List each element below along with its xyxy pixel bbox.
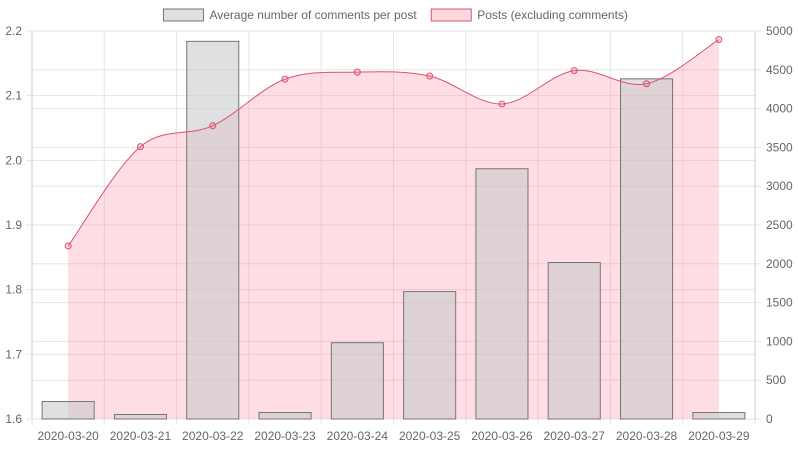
legend-label: Average number of comments per post	[209, 8, 417, 22]
bar-series	[41, 40, 746, 420]
data-point	[209, 122, 217, 130]
data-point	[426, 72, 434, 80]
y-right-tick-label: 500	[766, 373, 786, 387]
bar	[403, 291, 457, 420]
x-tick-label: 2020-03-29	[688, 429, 750, 443]
x-tick-label: 2020-03-20	[37, 429, 99, 443]
data-point	[498, 100, 506, 108]
bar	[475, 168, 529, 420]
bar	[330, 342, 384, 420]
x-tick-label: 2020-03-28	[616, 429, 678, 443]
legend-item[interactable]: Posts (excluding comments)	[430, 8, 628, 22]
y-right-tick-label: 2000	[766, 257, 793, 271]
y-right-tick-label: 3000	[766, 179, 793, 193]
bar	[620, 78, 674, 420]
area-line	[67, 39, 720, 247]
line-series	[64, 36, 723, 250]
x-tick-label: 2020-03-26	[471, 429, 533, 443]
x-tick-label: 2020-03-27	[544, 429, 606, 443]
y-left-tick-label: 1.8	[5, 283, 22, 297]
y-left-tick-label: 1.7	[5, 347, 22, 361]
bar	[186, 40, 240, 420]
bar	[41, 401, 95, 420]
x-tick-label: 2020-03-23	[254, 429, 316, 443]
y-left-tick-label: 2.1	[5, 89, 22, 103]
data-point	[643, 80, 651, 88]
x-tick-label: 2020-03-22	[182, 429, 244, 443]
bar	[258, 412, 312, 420]
legend[interactable]: Average number of comments per post Posts…	[162, 8, 628, 22]
data-point	[353, 68, 361, 76]
data-point	[136, 143, 144, 151]
y-left-tick-label: 1.9	[5, 218, 22, 232]
x-tick-label: 2020-03-25	[399, 429, 461, 443]
bar	[113, 413, 167, 420]
bar	[547, 262, 601, 420]
data-point	[281, 75, 289, 83]
y-right-tick-label: 1500	[766, 296, 793, 310]
axes: 1.6 1.7 1.8 1.9 2.0 2.1 2.2 0 500 1000 1500 2000 250…	[5, 24, 793, 443]
y-left-tick-label: 2.2	[5, 24, 22, 38]
data-point	[715, 36, 723, 44]
y-right-tick-label: 4500	[766, 63, 793, 77]
data-point	[64, 242, 72, 250]
y-right-tick-label: 0	[766, 412, 773, 426]
legend-swatch	[430, 8, 472, 22]
y-right-tick-label: 1000	[766, 334, 793, 348]
x-tick-label: 2020-03-24	[327, 429, 389, 443]
y-left-tick-label: 2.0	[5, 153, 22, 167]
x-tick-label: 2020-03-21	[110, 429, 172, 443]
y-right-tick-label: 3500	[766, 140, 793, 154]
legend-label: Posts (excluding comments)	[477, 8, 628, 22]
y-left-tick-label: 1.6	[5, 412, 22, 426]
legend-swatch	[162, 8, 204, 22]
legend-item[interactable]: Average number of comments per post	[162, 8, 417, 22]
y-right-tick-label: 4000	[766, 102, 793, 116]
y-right-tick-label: 2500	[766, 218, 793, 232]
y-right-tick-label: 5000	[766, 24, 793, 38]
bar	[692, 412, 746, 420]
data-point	[570, 67, 578, 75]
